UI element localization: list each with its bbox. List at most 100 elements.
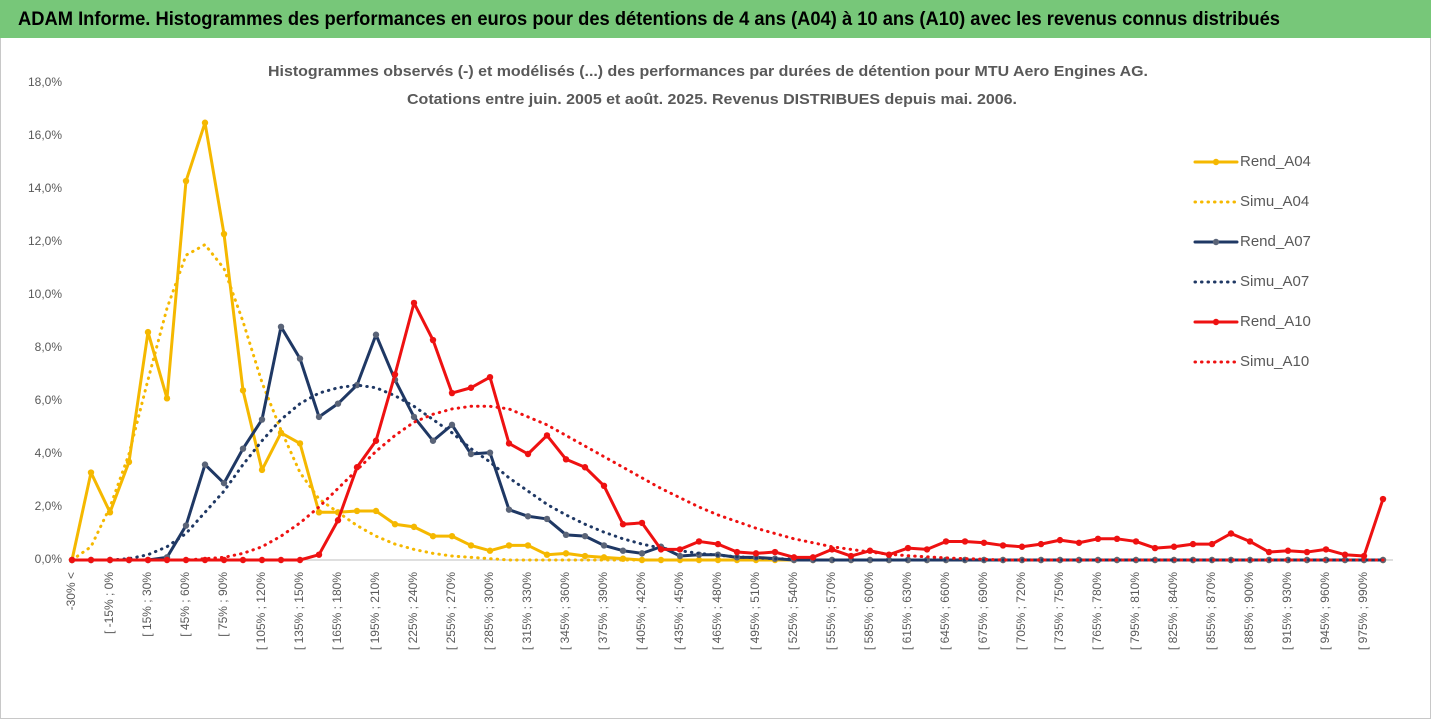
point (334, 517, 342, 524)
point (372, 507, 380, 515)
point (372, 437, 380, 444)
point (999, 542, 1007, 549)
point (1303, 548, 1311, 556)
point (809, 554, 817, 561)
point (676, 546, 684, 553)
x-tick-label: [ 975% ; 990% (1356, 572, 1370, 650)
x-tick-label: [ 165% ; 180% (330, 572, 344, 650)
point (904, 544, 912, 552)
legend-label: Simu_A07 (1240, 273, 1309, 290)
point (1227, 530, 1235, 537)
point (201, 119, 209, 126)
legend-marker (1212, 238, 1220, 246)
x-tick-label: [ 615% ; 630% (900, 572, 914, 650)
point (239, 556, 247, 564)
point (239, 445, 247, 452)
point (467, 384, 475, 391)
point (505, 506, 513, 513)
point (1170, 543, 1178, 550)
x-tick-label: [ 75% ; 90% (216, 572, 230, 637)
point (182, 556, 190, 564)
point (942, 538, 950, 545)
point (353, 381, 361, 389)
point (562, 531, 570, 539)
x-tick-label: [ 915% ; 930% (1280, 572, 1294, 650)
x-tick-label: [ 435% ; 450% (672, 572, 686, 650)
x-tick-label: [ 465% ; 480% (710, 572, 724, 650)
point (220, 479, 228, 487)
point (543, 515, 551, 523)
x-tick-label: [ 195% ; 210% (368, 572, 382, 650)
point (258, 416, 266, 423)
legend-label: Rend_A07 (1240, 233, 1311, 250)
x-tick-label: [ 765% ; 780% (1090, 572, 1104, 650)
x-tick-label: [ 735% ; 750% (1052, 572, 1066, 650)
point (1094, 535, 1102, 542)
point (144, 328, 152, 336)
point (334, 400, 342, 407)
point (1132, 538, 1140, 545)
point (1246, 538, 1254, 545)
y-tick-label: 2,0% (35, 499, 63, 513)
point (505, 440, 513, 447)
point (1208, 540, 1216, 548)
point (448, 389, 456, 397)
point (486, 547, 494, 554)
point (448, 532, 456, 540)
point (391, 521, 399, 528)
point (1360, 552, 1368, 560)
point (1265, 548, 1273, 556)
point (315, 551, 323, 558)
x-tick-label: [ 15% ; 30% (140, 572, 154, 637)
point (866, 556, 874, 564)
model-line (70, 243, 1385, 562)
x-tick-label: [ 945% ; 960% (1318, 572, 1332, 650)
point (182, 522, 190, 529)
point (296, 556, 304, 564)
point (885, 556, 893, 564)
point (87, 469, 95, 476)
x-tick-label: [ 285% ; 300% (482, 572, 496, 650)
point (543, 432, 551, 439)
point (1303, 556, 1311, 564)
y-tick-label: 6,0% (35, 393, 63, 407)
legend-label: Simu_A10 (1240, 353, 1309, 370)
y-tick-label: 4,0% (35, 446, 63, 460)
point (1113, 535, 1121, 542)
point (828, 556, 836, 564)
legend-label: Rend_A04 (1240, 153, 1311, 170)
point (1075, 539, 1083, 546)
x-tick-label: [ 45% ; 60% (178, 572, 192, 637)
point (448, 421, 456, 429)
point (220, 230, 228, 238)
point (904, 556, 912, 564)
y-tick-label: 16,0% (28, 128, 62, 142)
point (410, 523, 418, 531)
point (771, 548, 779, 556)
point (524, 450, 532, 458)
point (201, 461, 209, 468)
x-tick-label: [ 645% ; 660% (938, 572, 952, 650)
point (790, 554, 798, 561)
point (106, 509, 114, 516)
point (562, 550, 570, 557)
point (657, 546, 665, 553)
x-tick-label: -30% < (64, 572, 78, 610)
point (524, 513, 532, 520)
y-tick-label: 0,0% (35, 552, 63, 566)
point (296, 440, 304, 447)
legend-label: Simu_A04 (1240, 193, 1309, 210)
point (1056, 556, 1064, 564)
point (315, 413, 323, 421)
x-tick-label: [ 495% ; 510% (748, 572, 762, 650)
point (144, 556, 152, 564)
y-tick-label: 14,0% (28, 181, 62, 195)
point (562, 456, 570, 463)
point (467, 542, 475, 549)
x-tick-label: [ 405% ; 420% (634, 572, 648, 650)
point (163, 395, 171, 402)
point (163, 556, 171, 564)
point (505, 542, 513, 549)
x-tick-label: [ 885% ; 900% (1242, 572, 1256, 650)
observed-line (70, 301, 1385, 562)
